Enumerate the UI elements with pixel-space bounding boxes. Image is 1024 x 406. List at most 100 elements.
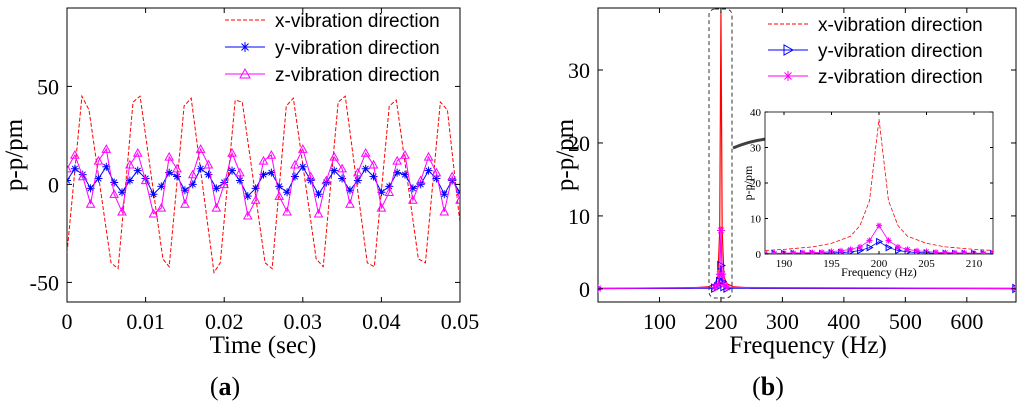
legend-label: x-vibration direction [818, 15, 983, 36]
data-point [140, 175, 151, 185]
data-point [110, 178, 119, 187]
legend-item-z-vibration-direction: z-vibration direction [225, 65, 440, 86]
data-point [242, 210, 253, 220]
data-point [274, 191, 285, 200]
data-point [933, 249, 939, 254]
y-tick-label: 20 [750, 178, 762, 190]
data-point [360, 148, 371, 157]
data-point [282, 206, 292, 216]
data-point [298, 162, 307, 171]
data-point [368, 159, 379, 169]
data-point [94, 174, 103, 183]
data-point [384, 187, 395, 196]
data-point [259, 170, 268, 179]
data-point [942, 249, 949, 254]
data-point [125, 176, 134, 185]
data-point [148, 208, 159, 218]
data-point [809, 249, 816, 254]
data-point [423, 151, 434, 161]
data-point [885, 237, 892, 244]
data-point [713, 280, 722, 289]
data-point [716, 276, 725, 287]
x-tick-label: 0.01 [126, 309, 165, 334]
data-point [156, 202, 167, 212]
data-point [67, 163, 72, 173]
data-point [93, 155, 104, 165]
data-point [345, 186, 354, 195]
data-point [275, 182, 284, 191]
x-tick-label: 0.02 [205, 309, 244, 334]
x-tick-label: 0.05 [441, 309, 480, 334]
y-tick-label: 40 [750, 107, 762, 119]
data-point [338, 174, 347, 183]
data-point [819, 249, 825, 254]
x-tick-label: 210 [966, 258, 983, 270]
data-point [125, 159, 135, 169]
data-point [164, 151, 175, 161]
data-point [306, 176, 315, 185]
data-point [266, 149, 277, 159]
data-point [329, 151, 340, 161]
data-point [393, 168, 402, 177]
panel-b-label: (b) [752, 372, 784, 401]
x-tick-label: 500 [889, 309, 922, 334]
x-tick-label: 200 [704, 309, 737, 334]
data-point [407, 195, 418, 204]
data-point [392, 155, 402, 165]
legend-item-y-vibration-direction: y-vibration direction [768, 41, 983, 62]
data-point [204, 170, 213, 179]
x-tick-label: 300 [766, 309, 799, 334]
data-point [109, 189, 120, 198]
legend-label: z-vibration direction [818, 67, 983, 88]
data-point [376, 202, 387, 212]
series-x-vibration-direction [67, 94, 460, 275]
data-point [904, 246, 911, 253]
data-point [415, 175, 426, 185]
data-point [369, 172, 378, 181]
data-point [876, 237, 884, 246]
data-point [876, 222, 882, 229]
data-point [330, 166, 339, 175]
series-line-x-vibration-direction [765, 119, 993, 251]
data-point [67, 176, 71, 185]
data-point [101, 144, 112, 153]
data-point [718, 270, 727, 279]
inset-ylabel: p-p/pm [741, 165, 755, 200]
y-tick-label: 0 [48, 172, 59, 197]
data-point [86, 184, 95, 193]
data-point [716, 226, 725, 235]
series-line-z-vibration-direction [67, 147, 460, 218]
data-point [180, 186, 189, 195]
data-point [377, 188, 386, 197]
data-point [314, 190, 323, 199]
data-point [352, 167, 363, 177]
data-point [866, 243, 874, 252]
data-point [235, 167, 245, 177]
data-point [447, 171, 457, 181]
data-point [838, 247, 844, 254]
y-tick-label: 20 [568, 131, 590, 156]
inset-plot-area [764, 111, 994, 255]
legend-label: y-vibration direction [818, 41, 983, 62]
legend-label: y-vibration direction [275, 38, 440, 59]
series-line-x-vibration-direction [67, 94, 460, 275]
data-point [720, 280, 729, 289]
data-point [440, 190, 449, 199]
panel-a-legend: x-vibration direction y-vibration directi… [225, 11, 440, 86]
data-point [187, 169, 198, 179]
x-tick-label: 400 [827, 309, 860, 334]
series-z-vibration-direction [67, 144, 460, 220]
data-point [400, 170, 409, 179]
data-point [157, 182, 166, 191]
data-point [431, 167, 442, 177]
data-point [432, 174, 441, 183]
y-tick-label: 0 [579, 277, 590, 302]
data-point [961, 249, 968, 254]
data-point [895, 243, 901, 250]
data-point [710, 283, 719, 292]
data-point [165, 168, 174, 177]
data-point [172, 163, 182, 173]
x-tick-label: 0 [62, 309, 73, 334]
